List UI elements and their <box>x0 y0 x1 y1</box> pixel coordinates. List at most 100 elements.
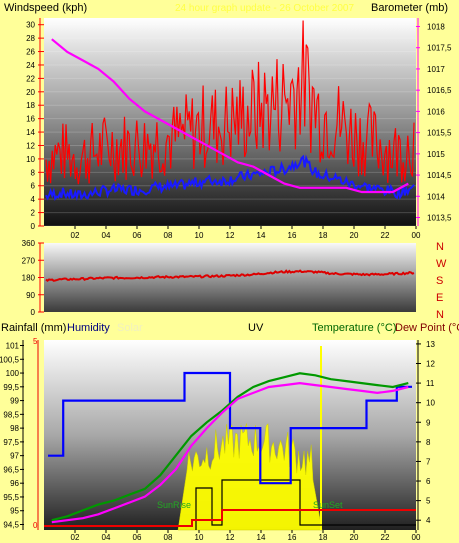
right-tick-label: 1014 <box>427 192 445 201</box>
humidity-tick-label: 101 <box>6 342 20 351</box>
right-tick-label: 1013,5 <box>427 214 452 223</box>
x-tick-label: 00 <box>412 533 421 542</box>
x-tick-label: 12 <box>226 231 235 240</box>
right-tick-label: 1016,5 <box>427 86 452 95</box>
compass-label: S <box>436 275 443 287</box>
x-tick-label: 06 <box>133 231 142 240</box>
x-tick-label: 08 <box>164 231 173 240</box>
y-tick-label: 28 <box>26 34 35 43</box>
dewpoint-line <box>51 381 409 524</box>
y-tick-label: 18 <box>26 101 35 110</box>
x-tick-label: 00 <box>412 231 421 240</box>
x-tick-label: 12 <box>226 533 235 542</box>
temp-tick-label: 7 <box>426 457 431 466</box>
humidity-tick-label: 96 <box>10 479 19 488</box>
x-tick-label: 08 <box>164 533 173 542</box>
dewpoint-axis-label: Dew Point (°C) <box>395 322 459 334</box>
y-tick-label: 90 <box>26 291 35 300</box>
right-tick-label: 1017,5 <box>427 44 452 53</box>
temp-tick-label: 5 <box>426 497 431 506</box>
humidity-tick-label: 96,5 <box>3 465 19 474</box>
x-tick-label: 10 <box>195 231 204 240</box>
compass-label: E <box>436 292 443 304</box>
humidity-tick-label: 97 <box>10 452 19 461</box>
rain-tick-label: 0 <box>33 521 38 530</box>
x-tick-label: 04 <box>102 231 111 240</box>
uv-axis-label: UV <box>248 322 264 334</box>
temp-tick-label: 12 <box>426 360 435 369</box>
temp-tick-label: 10 <box>426 399 435 408</box>
x-tick-label: 20 <box>350 231 359 240</box>
right-tick-label: 1014,5 <box>427 171 452 180</box>
temp-tick-label: 4 <box>426 516 431 525</box>
compass-label: W <box>436 258 447 270</box>
sunset-label: SunSet <box>313 500 343 510</box>
y-tick-label: 30 <box>26 21 35 30</box>
temp-tick-label: 6 <box>426 477 431 486</box>
humidity-line <box>48 371 412 485</box>
y-tick-label: 16 <box>26 115 35 124</box>
y-tick-label: 12 <box>26 141 35 150</box>
right-tick-label: 1015,5 <box>427 129 452 138</box>
y-tick-label: 6 <box>31 182 36 191</box>
right-tick-label: 1016 <box>427 107 445 116</box>
y-tick-label: 8 <box>31 168 36 177</box>
rainfall-axis-label: Rainfall (mm) <box>1 322 66 334</box>
x-tick-label: 02 <box>71 231 80 240</box>
compass-label: N <box>436 309 444 321</box>
temperature-axis-label: Temperature (°C) <box>312 322 396 334</box>
sunrise-label: SunRise <box>157 500 191 510</box>
x-tick-label: 14 <box>257 231 266 240</box>
temperature-line <box>51 372 409 522</box>
barometer-line <box>51 38 409 194</box>
humidity-tick-label: 100 <box>6 369 20 378</box>
solar-axis-label: Solar <box>117 322 143 334</box>
y-tick-label: 10 <box>26 155 35 164</box>
humidity-tick-label: 99 <box>10 397 19 406</box>
windspeed-average-line <box>45 154 415 201</box>
x-tick-label: 16 <box>288 231 297 240</box>
compass-label: N <box>436 241 444 253</box>
y-tick-label: 26 <box>26 48 35 57</box>
x-tick-label: 10 <box>195 533 204 542</box>
humidity-axis-label: Humidity <box>67 322 110 334</box>
x-tick-label: 18 <box>319 533 328 542</box>
humidity-tick-label: 100,5 <box>0 355 20 364</box>
barometer-axis-label: Barometer (mb) <box>371 2 448 14</box>
graph-title: 24 hour graph update - 26 October 2007 <box>175 3 354 14</box>
y-tick-label: 2 <box>31 209 36 218</box>
humidity-tick-label: 99,5 <box>3 383 19 392</box>
rain-tick-label: 5 <box>33 337 38 346</box>
solar-area <box>177 422 323 531</box>
humidity-tick-label: 98,5 <box>3 410 19 419</box>
y-tick-label: 22 <box>26 74 35 83</box>
temp-tick-label: 9 <box>426 418 431 427</box>
x-tick-label: 16 <box>288 533 297 542</box>
x-tick-label: 04 <box>102 533 111 542</box>
humidity-tick-label: 98 <box>10 424 19 433</box>
y-tick-label: 270 <box>22 256 36 265</box>
rainfall-line <box>44 509 416 527</box>
windspeed-axis-label: Windspeed (kph) <box>4 2 87 14</box>
x-tick-label: 22 <box>381 533 390 542</box>
y-tick-label: 0 <box>31 308 36 317</box>
humidity-tick-label: 95,5 <box>3 493 19 502</box>
y-tick-label: 4 <box>31 195 36 204</box>
x-tick-label: 22 <box>381 231 390 240</box>
y-tick-label: 0 <box>31 222 36 231</box>
x-tick-label: 06 <box>133 533 142 542</box>
humidity-tick-label: 95 <box>10 507 19 516</box>
humidity-tick-label: 94,5 <box>3 520 19 529</box>
y-tick-label: 180 <box>22 274 36 283</box>
right-tick-label: 1015 <box>427 150 445 159</box>
right-tick-label: 1018 <box>427 22 445 31</box>
windspeed-gust-line <box>45 20 415 185</box>
x-tick-label: 02 <box>71 533 80 542</box>
x-tick-label: 14 <box>257 533 266 542</box>
y-tick-label: 14 <box>26 128 35 137</box>
temp-tick-label: 8 <box>426 438 431 447</box>
wind-direction-line <box>45 269 415 282</box>
temp-tick-label: 11 <box>426 379 435 388</box>
right-tick-label: 1017 <box>427 65 445 74</box>
